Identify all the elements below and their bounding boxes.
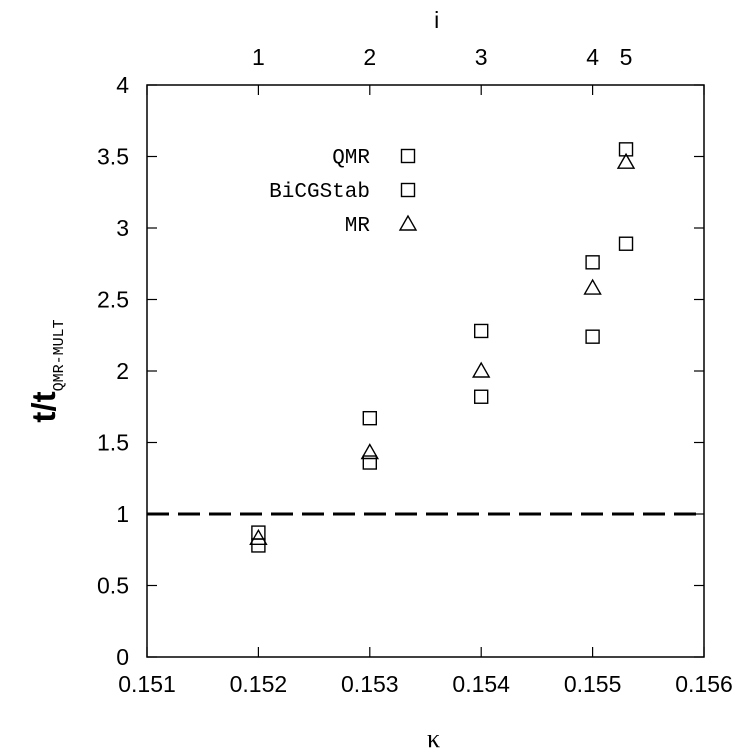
point-mr-1: [249, 528, 268, 546]
x-tick-label-0-154: 0.154: [452, 671, 510, 697]
plot-frame: [146, 84, 705, 658]
legend-marker-mr: [398, 214, 418, 231]
labels-layer: 0.151 0.152 0.153 0.154 0.155 0.156 0 0.5 1 1.5 2 2…: [25, 7, 733, 753]
point-qmr-3: [474, 323, 489, 339]
legend-label-qmr: QMR: [332, 147, 370, 170]
x-tick-label-0-152: 0.152: [230, 671, 288, 697]
point-bicgstab-3: [474, 389, 489, 404]
top-tick-label-5: 5: [620, 44, 633, 70]
y-tick-label-1: 1: [116, 501, 129, 527]
point-bicgstab-4: [585, 329, 600, 344]
legend-marker-bicgstab: [400, 182, 416, 198]
top-tick-label-4: 4: [586, 44, 599, 70]
point-mr-4: [583, 278, 602, 295]
point-qmr-4: [585, 255, 600, 270]
y-axis-title: t/tQMR-MULT: [25, 319, 68, 422]
legend-label-mr: MR: [345, 215, 371, 238]
legend-label-bicgstab: BiCGStab: [269, 181, 370, 204]
x-axis-title: κ: [427, 724, 440, 753]
point-qmr-5: [618, 142, 634, 157]
top-axis-title: i: [434, 7, 439, 33]
y-tick-label-0: 0: [116, 644, 129, 670]
point-mr-2: [360, 443, 380, 460]
y-tick-label-3: 3: [116, 215, 129, 241]
y-tick-label-4: 4: [116, 72, 129, 98]
data-marks-layer: [147, 142, 704, 553]
legend: QMR BiCGStab MR: [269, 147, 418, 238]
legend-marker-qmr: [400, 148, 416, 164]
x-tick-label-0-155: 0.155: [564, 671, 622, 697]
tick-layer: [146, 84, 705, 658]
point-bicgstab-5: [618, 236, 634, 251]
top-tick-label-1: 1: [252, 44, 265, 70]
top-tick-label-3: 3: [475, 44, 488, 70]
point-mr-3: [471, 361, 491, 378]
point-bicgstab-1: [251, 538, 266, 553]
x-tick-label-0-153: 0.153: [341, 671, 399, 697]
y-tick-label-3-5: 3.5: [97, 144, 129, 170]
point-qmr-2: [362, 410, 377, 426]
y-tick-label-2: 2: [116, 358, 129, 384]
y-axis-title-main: t/t: [25, 391, 62, 422]
y-axis-title-subscript: QMR-MULT: [51, 319, 68, 391]
y-tick-label-2-5: 2.5: [97, 287, 129, 313]
point-bicgstab-2: [362, 455, 377, 470]
x-tick-label-0-151: 0.151: [118, 671, 176, 697]
y-tick-label-0-5: 0.5: [97, 573, 129, 599]
point-mr-5: [616, 152, 636, 169]
x-tick-label-0-156: 0.156: [675, 671, 733, 697]
y-tick-label-1-5: 1.5: [97, 430, 129, 456]
top-tick-label-2: 2: [363, 44, 376, 70]
